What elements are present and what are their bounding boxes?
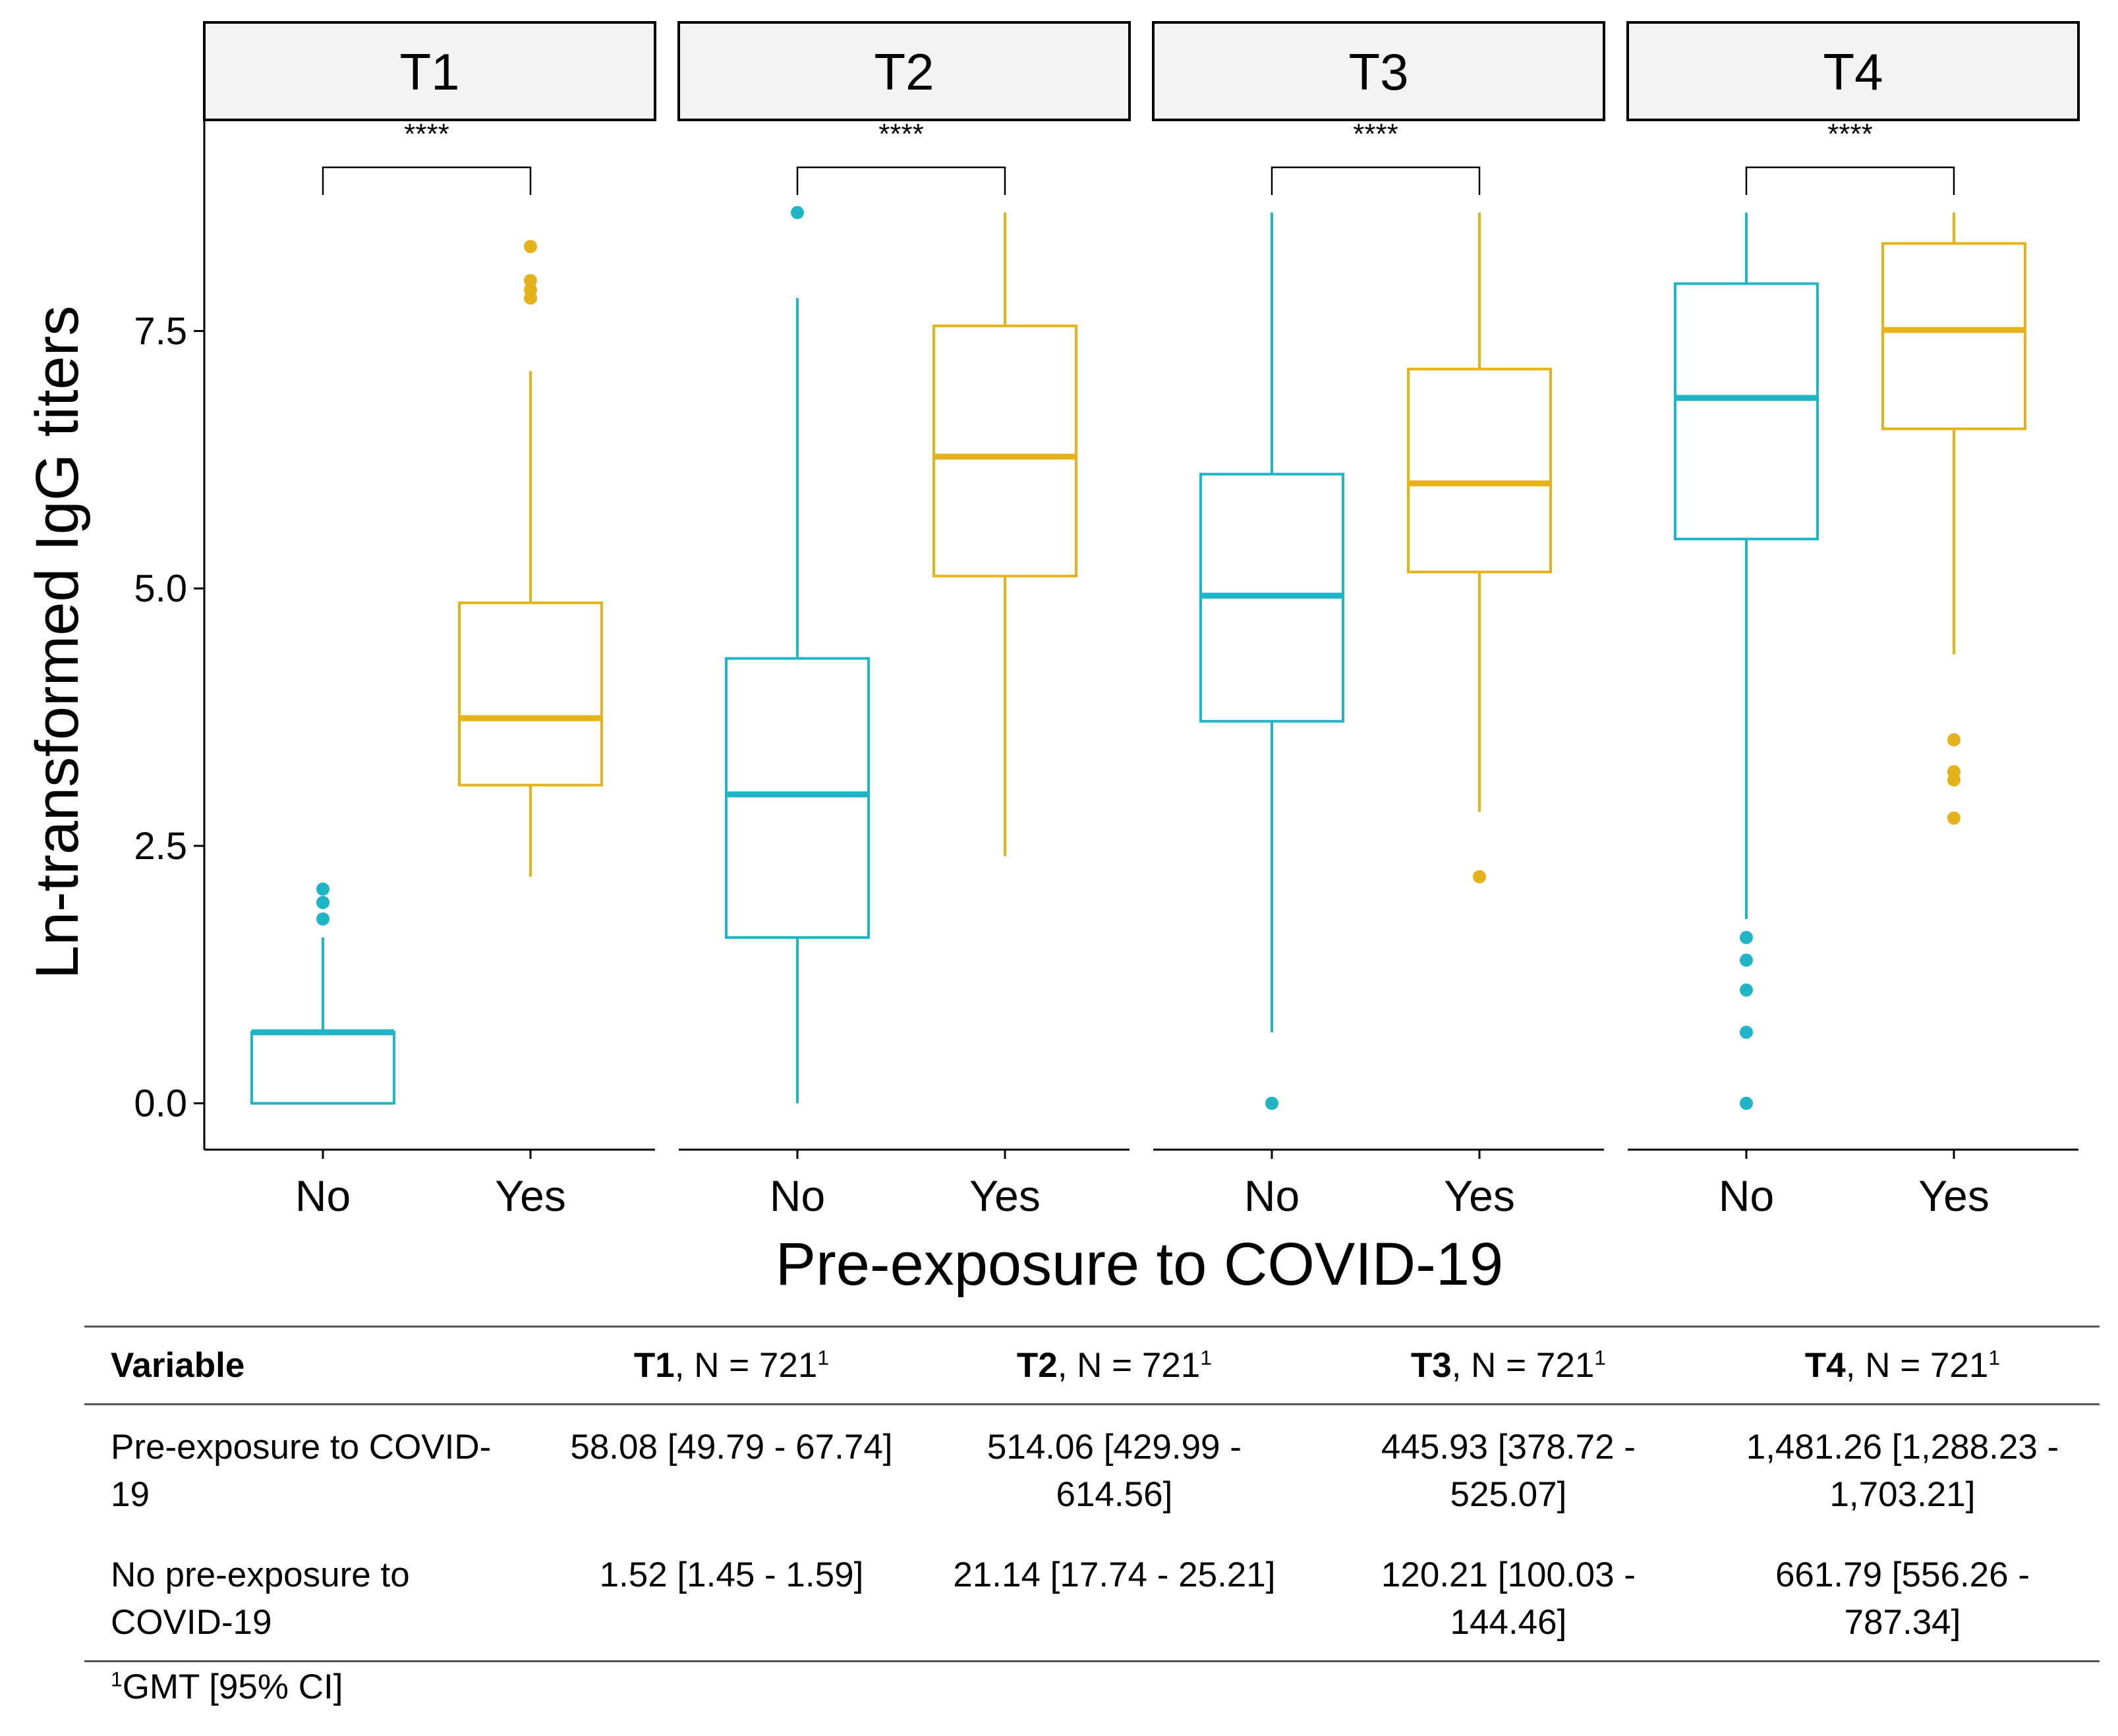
outlier-point	[524, 273, 537, 287]
box-no	[1674, 212, 1819, 1110]
outlier-point	[524, 283, 537, 296]
outlier-point	[1740, 931, 1753, 945]
facet-panel-t3: T3 **** No Yes	[1152, 21, 1605, 1220]
significance-bracket	[1271, 166, 1481, 195]
facet-strip	[203, 21, 656, 121]
table-cell: 1.52 [1.45 - 1.59]	[546, 1532, 917, 1662]
iqr-box	[1674, 282, 1819, 541]
y-axis: 0.0 2.5 5.0 7.5	[134, 120, 206, 1150]
outlier-point	[1947, 733, 1961, 746]
outlier-point	[791, 206, 804, 219]
box-no	[1199, 212, 1344, 1110]
t3-column-header: T3, N = 7211	[1311, 1326, 1705, 1405]
table-row-pre-exposure: Pre-exposure to COVID-19 58.08 [49.79 - …	[84, 1405, 2100, 1533]
outlier-point	[316, 895, 329, 909]
y-tick-label: 2.5	[134, 825, 187, 868]
table-cell: 514.06 [429.99 - 614.56]	[987, 1428, 1242, 1514]
y-tick-label: 0.0	[134, 1082, 187, 1125]
facet-panel-t4: T4 **** No Yes	[1626, 21, 2080, 1220]
table-cell: 58.08 [49.79 - 67.74]	[570, 1428, 893, 1467]
facet-strip	[677, 21, 1131, 121]
x-tick-label: No	[295, 1171, 351, 1220]
facet-strip-label: T2	[874, 43, 934, 101]
box-yes	[1407, 212, 1552, 883]
x-tick-label: Yes	[495, 1171, 566, 1220]
table-row-no-pre-exposure: No pre-exposure to COVID-19 1.52 [1.45 -…	[84, 1532, 2100, 1662]
significance-label: ****	[1827, 118, 1873, 150]
box-yes	[458, 240, 603, 877]
iqr-box	[1407, 368, 1552, 574]
outlier-point	[316, 912, 329, 926]
outlier-point	[1947, 765, 1961, 779]
facet-panel-t1: T1 **** No Yes	[203, 21, 656, 1220]
significance-label: ****	[404, 118, 449, 150]
x-tick-label: Yes	[969, 1171, 1041, 1220]
outlier-point	[1740, 983, 1753, 997]
x-tick-label: Yes	[1918, 1171, 1989, 1220]
facet-strip-label: T1	[399, 43, 459, 101]
outlier-point	[1473, 870, 1486, 883]
facet-strip-label: T4	[1823, 43, 1883, 101]
row-label: No pre-exposure to COVID-19	[84, 1532, 546, 1662]
box-yes	[932, 212, 1077, 856]
significance-label: ****	[878, 118, 924, 150]
iqr-box	[458, 602, 603, 787]
x-axis-title: Pre-exposure to COVID-19	[776, 1231, 1503, 1298]
iqr-box	[932, 324, 1077, 578]
table-cell: 445.93 [378.72 - 525.07]	[1381, 1428, 1636, 1514]
outlier-point	[1740, 953, 1753, 967]
iqr-box	[250, 1030, 395, 1105]
table-cell: 21.14 [17.74 - 25.21]	[917, 1532, 1311, 1662]
outlier-point	[1740, 1096, 1753, 1110]
box-no	[725, 206, 870, 1104]
t1-column-header: T1, N = 7211	[546, 1326, 917, 1405]
table-cell: 1,481.26 [1,288.23 - 1,703.21]	[1746, 1428, 2059, 1514]
outlier-point	[524, 240, 537, 254]
y-tick-label: 5.0	[134, 567, 187, 610]
significance-label: ****	[1353, 118, 1398, 150]
box-yes	[1881, 212, 2026, 825]
variable-header: Variable	[84, 1326, 546, 1405]
outlier-point	[1265, 1096, 1278, 1110]
table-header-row: Variable T1, N = 7211 T2, N = 7211 T3, N…	[84, 1326, 2100, 1405]
t2-column-header: T2, N = 7211	[917, 1326, 1311, 1405]
table-footnote: 1GMT [95% CI]	[111, 1667, 343, 1706]
x-tick-label: No	[1244, 1171, 1300, 1220]
iqr-box	[1881, 242, 2026, 430]
significance-bracket	[796, 166, 1006, 195]
x-tick-label: No	[770, 1171, 825, 1220]
iqr-box	[725, 657, 870, 939]
table-cell: 661.79 [556.26 - 787.34]	[1705, 1532, 2100, 1662]
x-tick-label: No	[1719, 1171, 1774, 1220]
facet-strip	[1626, 21, 2080, 121]
significance-bracket	[1745, 166, 1955, 195]
gmt-summary-table: Variable T1, N = 7211 T2, N = 7211 T3, N…	[84, 1326, 2100, 1662]
y-tick-label: 7.5	[134, 310, 187, 352]
outlier-point	[1947, 811, 1961, 825]
outlier-point	[316, 882, 329, 896]
outlier-point	[1740, 1025, 1753, 1039]
facet-strip-label: T3	[1348, 43, 1408, 101]
t4-column-header: T4, N = 7211	[1705, 1326, 2100, 1405]
facet-strip	[1152, 21, 1605, 121]
table-cell: 120.21 [100.03 - 144.46]	[1311, 1532, 1705, 1662]
box-no	[250, 882, 395, 1105]
facet-panel-t2: T2 **** No Yes	[677, 21, 1131, 1220]
x-tick-label: Yes	[1444, 1171, 1515, 1220]
y-axis-title: Ln-transformed IgG titers	[24, 306, 91, 980]
row-label: Pre-exposure to COVID-19	[111, 1428, 492, 1514]
significance-bracket	[322, 166, 532, 195]
boxplot-chart: 0.0 2.5 5.0 7.5 T1 **** No Yes T2 **** No Yes T3 ***…	[24, 21, 2080, 1298]
facet-panels: T1 **** No Yes T2 **** No Yes T3 **** No Yes T4 **** N…	[203, 21, 2080, 1220]
